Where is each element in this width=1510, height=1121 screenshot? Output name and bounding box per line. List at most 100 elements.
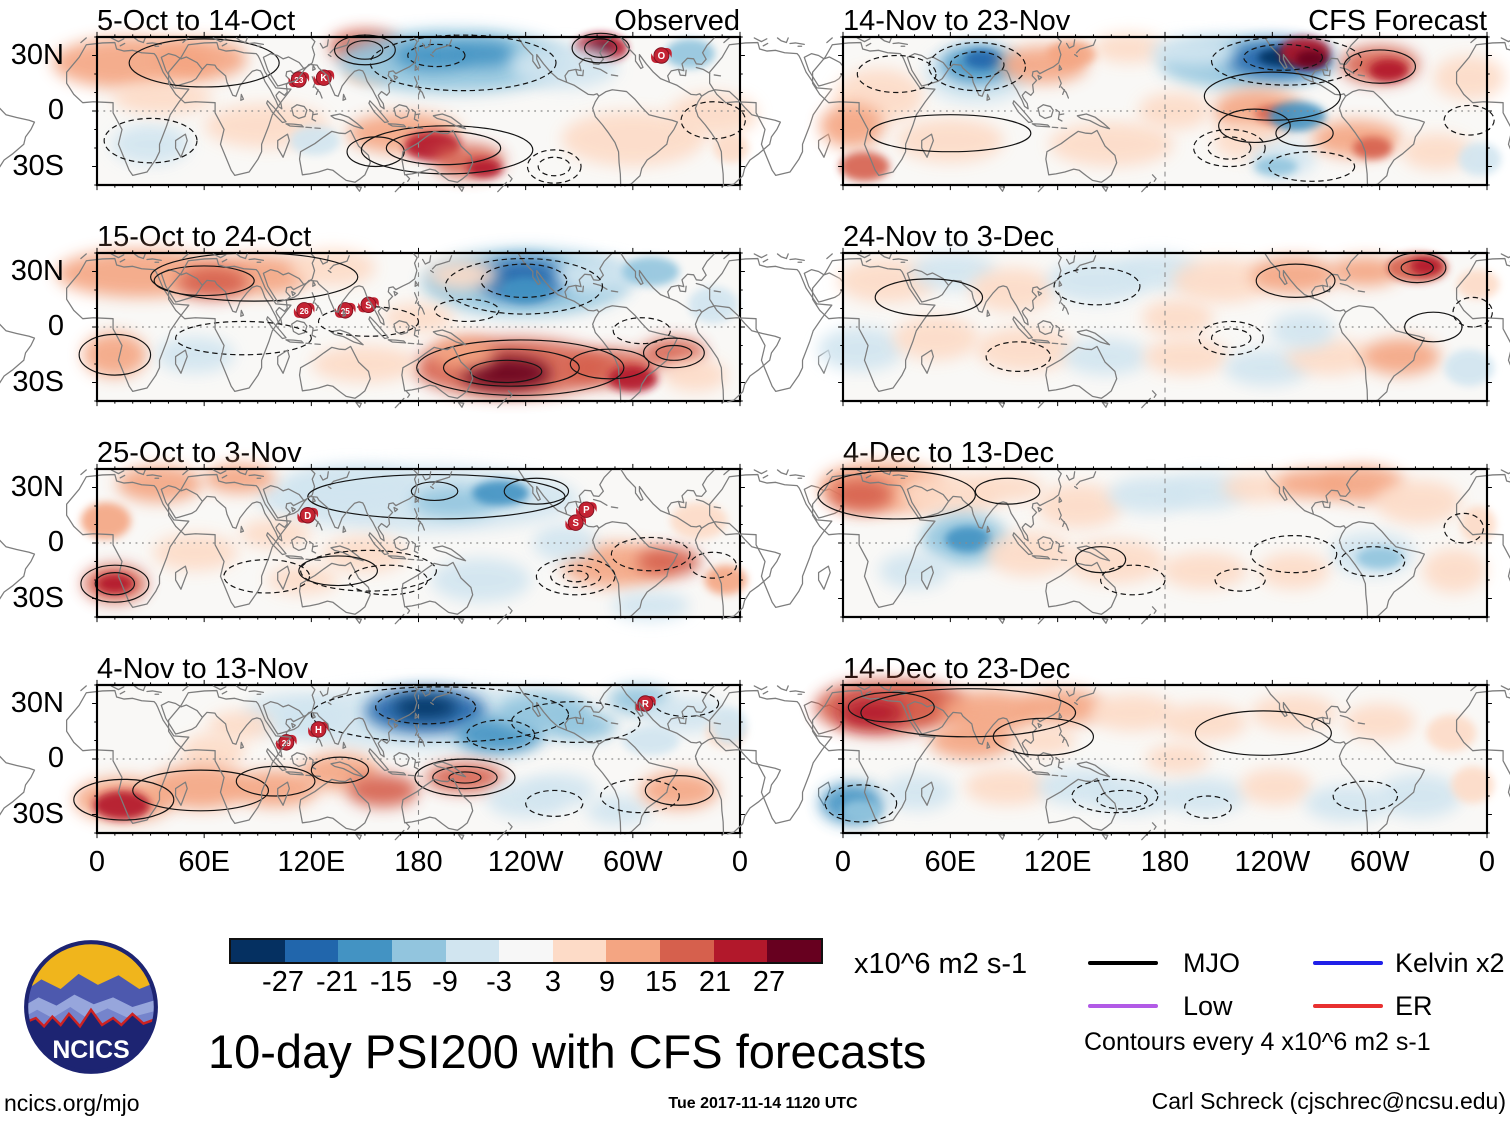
lat-tick-label: 30S — [12, 797, 64, 830]
map-panel: 4-Nov to 13-Nov 29HR — [0, 652, 1322, 841]
lon-tick-label: 0 — [731, 846, 749, 878]
lat-tick-label: 0 — [47, 742, 64, 774]
contour-note: Contours every 4 x10^6 m2 s-1 — [1084, 1028, 1431, 1056]
anomaly-shading — [814, 679, 1495, 824]
panel-date-range: 24-Nov to 3-Dec — [843, 221, 1055, 253]
mjo-contours — [856, 36, 1495, 182]
map-plot — [167, 31, 1510, 193]
lat-tick-label: 0 — [47, 526, 64, 558]
anomaly-shading — [73, 685, 748, 826]
map-border — [841, 683, 1489, 835]
colorbar — [229, 938, 823, 964]
svg-text:25: 25 — [341, 306, 350, 316]
map-plot — [167, 461, 1510, 625]
figure-title: 10-day PSI200 with CFS forecasts — [208, 1025, 927, 1078]
colorbar-cell — [660, 940, 714, 962]
panel-date-range: 25-Oct to 3-Nov — [97, 437, 302, 469]
legend-line — [1088, 1004, 1158, 1008]
lat-tick-label: 30S — [12, 149, 64, 182]
lat-tick-label: 30S — [12, 581, 64, 614]
map-panel: 4-Dec to 13-Dec — [167, 436, 1510, 625]
mjo-contours — [817, 470, 1485, 596]
map-border — [841, 467, 1489, 619]
logo-text: NCICS — [52, 1037, 129, 1064]
mjo-contours — [824, 688, 1399, 823]
panel-date-range: 4-Nov to 13-Nov — [97, 653, 309, 685]
map-border — [841, 251, 1489, 403]
map-plot — [167, 679, 1510, 841]
panel-source-label: Observed — [614, 5, 740, 37]
map-panel: 14-Dec to 23-Dec — [167, 652, 1510, 841]
ncics-logo: NCICS — [24, 940, 158, 1074]
legend-line — [1313, 1004, 1383, 1008]
mjo-contours — [103, 32, 746, 184]
legend-line — [1313, 961, 1383, 965]
map-plot: 26 25 S — [0, 247, 1322, 409]
colorbar-cell — [767, 940, 822, 962]
mjo-contours — [78, 252, 705, 397]
panel-date-range: 5-Oct to 14-Oct — [97, 5, 296, 37]
map-plot: 29HR — [0, 679, 1322, 841]
map-panel: 15-Oct to 24-Oct 26 25 S — [0, 220, 1322, 409]
colorbar-tick-label: 9 — [598, 966, 616, 998]
legend-label: Low — [1183, 991, 1233, 1021]
svg-text:D: D — [304, 511, 311, 522]
lon-tick-label: 60E — [178, 846, 230, 878]
lat-tick-label: 30N — [10, 470, 64, 503]
map-border — [841, 35, 1489, 187]
map-panel: 5-Oct to 14-Oct Observed 23 K O — [0, 4, 1322, 193]
tropical-cyclone-icon: 26 — [293, 302, 315, 319]
footer-url: ncics.org/mjo — [4, 1090, 140, 1116]
map-plot: 23 K O — [0, 29, 1322, 193]
map-canvas — [167, 247, 1510, 409]
colorbar-units: x10^6 m2 s-1 — [854, 948, 1028, 980]
lat-tick-label: 30S — [12, 365, 64, 398]
lon-tick-label: 0 — [1478, 846, 1496, 878]
mjo-contours — [73, 686, 720, 821]
svg-text:R: R — [642, 699, 649, 710]
lon-tick-label: 60W — [1349, 846, 1410, 878]
svg-text:O: O — [658, 51, 666, 62]
panel-date-range: 14-Dec to 23-Dec — [843, 653, 1071, 685]
map-panel: 24-Nov to 3-Dec — [167, 220, 1510, 409]
map-border — [95, 467, 742, 619]
legend-line — [1088, 961, 1158, 965]
tropical-cyclone-icon: H — [308, 721, 329, 738]
tropical-cyclone-icon: P — [576, 501, 597, 518]
colorbar-cell — [606, 940, 661, 962]
lon-tick-label: 120E — [1023, 846, 1092, 878]
lon-tick-label: 180 — [1140, 846, 1190, 878]
svg-text:H: H — [315, 725, 322, 736]
colorbar-cell — [713, 940, 768, 962]
map-canvas — [167, 679, 1510, 841]
tropical-cyclone-icon: 23 — [288, 71, 310, 88]
colorbar-tick-label: 21 — [698, 966, 732, 998]
panel-date-range: 14-Nov to 23-Nov — [843, 5, 1071, 37]
svg-text:26: 26 — [300, 306, 309, 316]
svg-text:K: K — [320, 73, 327, 84]
colorbar-cell — [499, 940, 553, 962]
lon-tick-label: 0 — [834, 846, 852, 878]
map-canvas: 26 25 S — [0, 247, 1322, 409]
lat-tick-label: 0 — [47, 94, 64, 126]
colorbar-cell — [445, 940, 500, 962]
lat-tick-label: 30N — [10, 254, 64, 287]
colorbar-tick-label: -3 — [486, 966, 512, 998]
colorbar-tick-label: -15 — [370, 966, 412, 998]
map-canvas: 23 K O — [0, 29, 1322, 193]
tropical-cyclone-icon: R — [634, 695, 656, 712]
tropical-cyclone-icon: D — [297, 507, 319, 524]
colorbar-cell — [284, 940, 339, 962]
colorbar-tick-label: -27 — [262, 966, 304, 998]
map-canvas — [167, 461, 1510, 625]
lon-tick-label: 60W — [603, 846, 663, 878]
lat-tick-label: 30N — [10, 38, 64, 71]
map-border — [95, 35, 742, 187]
colorbar-cell — [338, 940, 392, 962]
tropical-cyclone-icon: O — [651, 47, 672, 64]
map-border — [95, 683, 742, 835]
tropical-cyclone-icon: S — [358, 296, 379, 314]
footer-credit: Carl Schreck (cjschrec@ncsu.edu) — [1151, 1088, 1506, 1114]
tropical-cyclone-icon: K — [313, 69, 335, 86]
tropical-cyclone-icon: S — [565, 514, 587, 531]
